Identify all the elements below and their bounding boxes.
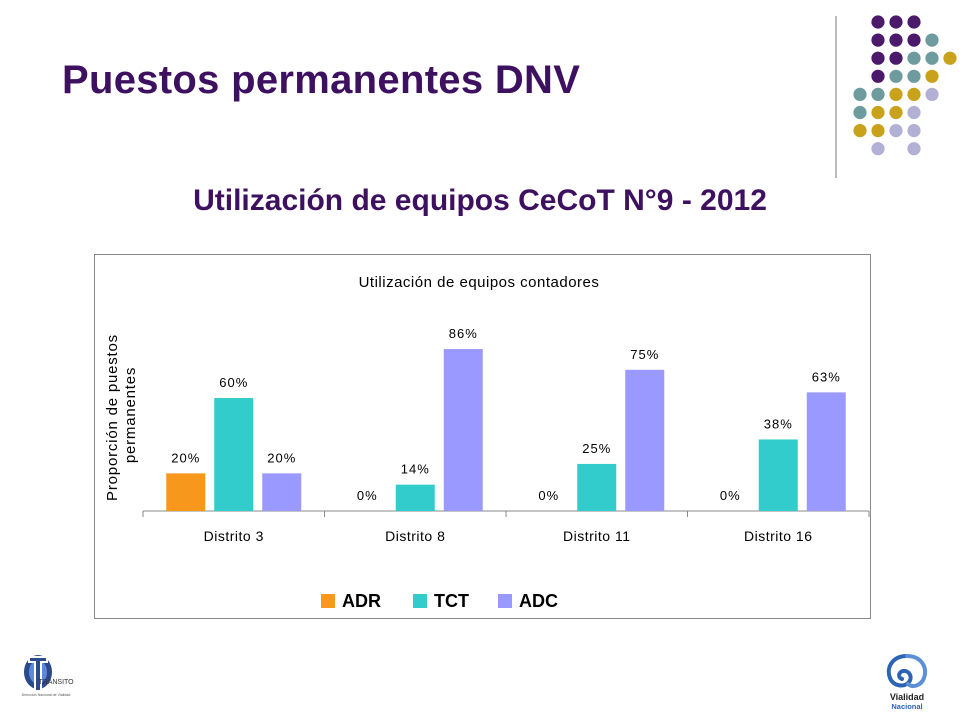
x-tick-label: Distrito 8 (385, 528, 445, 544)
legend-swatch (413, 594, 427, 608)
legend-label: TCT (434, 591, 469, 611)
decorative-dot (871, 15, 885, 29)
decorative-dot (871, 51, 885, 65)
legend-swatch (498, 594, 512, 608)
bar-adc (806, 392, 846, 511)
slide-title: Puestos permanentes DNV (62, 58, 581, 102)
decorative-dot (853, 105, 867, 120)
bar-adc (443, 349, 483, 511)
x-tick-label: Distrito 11 (563, 528, 630, 544)
decorative-dot (889, 105, 903, 120)
decorative-dot (907, 15, 921, 29)
decorative-dot (889, 124, 903, 138)
transito-logo-caption: Dirección Nacional de Vialidad (22, 693, 71, 697)
transito-logo: TRÁNSITO Dirección Nacional de Vialidad (14, 652, 78, 700)
vialidad-logo-text-2: Nacional (891, 702, 922, 711)
decorative-dot (925, 87, 939, 101)
data-label: 60% (219, 375, 248, 390)
chart-title: Utilización de equipos contadores (359, 274, 600, 291)
legend-label: ADR (342, 591, 381, 611)
data-label: 20% (171, 450, 200, 465)
bar-chart: Utilización de equipos contadores Propor… (104, 274, 870, 611)
bar-adr (166, 473, 206, 511)
data-label: 38% (764, 416, 793, 431)
legend-item-tct: TCT (413, 591, 469, 611)
data-label: 63% (812, 369, 841, 384)
bar-tct (758, 439, 798, 511)
data-label: 0% (720, 488, 741, 503)
legend-label: ADC (519, 591, 558, 611)
bar-adc (262, 473, 302, 511)
decorative-dot (907, 105, 921, 120)
decorative-dot (871, 69, 885, 83)
transito-logo-text: TRÁNSITO (38, 677, 74, 686)
legend-item-adc: ADC (498, 591, 558, 611)
data-label: 20% (267, 450, 296, 465)
decorative-dot (871, 105, 885, 120)
data-label: 25% (582, 441, 611, 456)
data-label: 0% (357, 488, 378, 503)
decorative-dot (889, 33, 903, 47)
x-tick-label: Distrito 3 (204, 528, 264, 544)
decorative-dot (907, 124, 921, 138)
decorative-dot (853, 124, 867, 138)
decorative-dot (871, 87, 885, 101)
plot-area: 20% 60% 20% Distrito 3 0% 14% 86% Distrito 8 0% 2… (142, 326, 870, 544)
decorative-dot (871, 124, 885, 138)
legend-swatch (321, 594, 335, 608)
bar-tct (395, 484, 435, 511)
decorative-dot (871, 142, 885, 156)
data-label: 75% (630, 347, 659, 362)
y-axis-label: Proporción de puestos permanentes (104, 329, 139, 501)
decorative-dot (907, 51, 921, 65)
decorative-dot (925, 33, 939, 47)
decorative-dot (925, 69, 939, 83)
decorative-dot (889, 51, 903, 65)
decorative-dot (853, 87, 867, 101)
decorative-dot (907, 33, 921, 47)
chart-frame: Utilización de equipos contadores Propor… (94, 254, 871, 619)
bar-tct (214, 398, 254, 511)
decorative-dot (925, 51, 939, 65)
decorative-dot (889, 15, 903, 29)
decorative-dot (907, 142, 921, 156)
decorative-dot (907, 87, 921, 101)
vialidad-logo-text-1: Vialidad (890, 692, 924, 702)
data-label: 0% (538, 488, 559, 503)
legend: ADR TCT ADC (321, 591, 558, 611)
bar-adc (625, 369, 665, 511)
slide-subtitle: Utilización de equipos CeCoT N°9 - 2012 (193, 184, 767, 217)
decorative-dot (889, 69, 903, 83)
decorative-dot (889, 87, 903, 101)
vialidad-nacional-logo: Vialidad Nacional (876, 650, 938, 712)
data-label: 14% (401, 462, 430, 477)
decorative-dot-grid (835, 15, 957, 178)
decorative-dot (871, 33, 885, 47)
data-label: 86% (449, 326, 478, 341)
bar-tct (577, 463, 617, 511)
decorative-dot (943, 51, 957, 65)
x-tick-label: Distrito 16 (744, 528, 813, 544)
legend-item-adr: ADR (321, 591, 381, 611)
decorative-dot (907, 69, 921, 83)
